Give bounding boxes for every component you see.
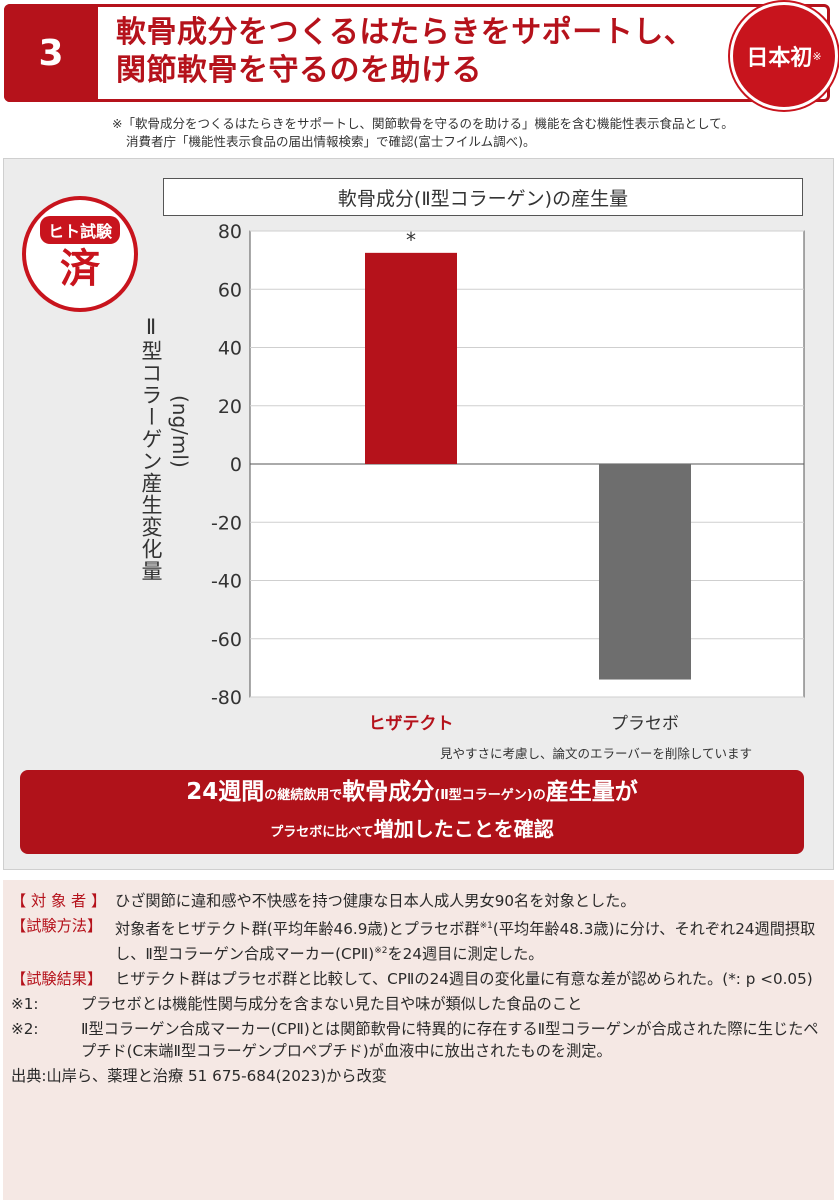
- japan-first-mark: ※: [812, 49, 822, 63]
- method-text-a: 対象者をヒザテクト群(平均年齢46.9歳)とプラセボ群: [115, 920, 480, 939]
- note1-label: ※1:: [11, 995, 39, 1014]
- result-banner: 24週間の継続飲用で軟骨成分(Ⅱ型コラーゲン)の産生量が プラセボに比べて増加し…: [20, 770, 804, 854]
- banner-collagen: (Ⅱ型コラーゲン): [434, 788, 533, 803]
- note1-text: プラセボとは機能性関与成分を含まない見た目や味が類似した食品のこと: [81, 995, 583, 1014]
- chart-footnote: 見やすさに考慮し、論文のエラーバーを削除しています: [440, 746, 753, 761]
- section-number: 3: [4, 4, 98, 102]
- japan-first-text: 日本初: [746, 46, 813, 71]
- section-title-line2: 関節軟骨を守るのを助ける: [116, 53, 482, 88]
- method-row: 【試験方法】 対象者をヒザテクト群(平均年齢46.9歳)とプラセボ群※1(平均年…: [11, 915, 828, 965]
- banner-weeks: 24週間: [186, 779, 265, 805]
- subject-row: 【 対 象 者 】 ひざ関節に違和感や不快感を持つ健康な日本人成人男女90名を対…: [11, 890, 828, 912]
- note2-row: ※2: Ⅱ型コラーゲン合成マーカー(CPⅡ)とは関節軟骨に特異的に存在するⅡ型コ…: [11, 1018, 828, 1062]
- y-axis-title: Ⅱ型コラーゲン産生変化量: [139, 315, 163, 582]
- result-label: 【試験結果】: [11, 970, 103, 989]
- chart-title: 軟骨成分(Ⅱ型コラーゲン)の産生量: [163, 178, 803, 216]
- y-axis-unit: (ng/ml): [168, 395, 192, 468]
- banner-production: 産生量が: [545, 779, 638, 805]
- banner-component: 軟骨成分: [342, 779, 435, 805]
- top-note: ※「軟骨成分をつくるはたらきをサポートし、関節軟骨を守るのを助ける」機能を含む機…: [112, 115, 832, 151]
- human-trial-badge: ヒト試験 済: [22, 196, 138, 312]
- method-text-b: (平均年齢48.3歳)に分け、それぞれ24週間摂取し、Ⅱ型コラーゲン合成マーカー…: [115, 920, 816, 964]
- section-title: 軟骨成分をつくるはたらきをサポートし、 関節軟骨を守るのを助ける: [116, 14, 736, 90]
- note1-row: ※1: プラセボとは機能性関与成分を含まない見た目や味が類似した食品のこと: [11, 993, 828, 1015]
- study-info: 【 対 象 者 】 ひざ関節に違和感や不快感を持つ健康な日本人成人男女90名を対…: [3, 880, 834, 1200]
- source-citation: 出典:山岸ら、薬理と治療 51 675-684(2023)から改変: [11, 1067, 387, 1086]
- header-frame: [4, 4, 830, 102]
- banner-confirmed: 増加したことを確認: [373, 817, 554, 841]
- method-sup2: ※2: [374, 946, 388, 957]
- banner-compare: プラセボに比べて: [270, 825, 374, 840]
- method-sup1: ※1: [479, 921, 493, 931]
- japan-first-badge: 日本初 ※: [730, 2, 838, 110]
- top-note-line2: 消費者庁「機能性表示食品の届出情報検索」で確認(富士フイルム調べ)。: [126, 134, 536, 149]
- human-trial-label: ヒト試験: [39, 216, 120, 244]
- banner-continuous: の継続飲用で: [264, 788, 343, 803]
- note2-text: Ⅱ型コラーゲン合成マーカー(CPⅡ)とは関節軟骨に特異的に存在するⅡ型コラーゲン…: [81, 1020, 819, 1061]
- subject-label: 【 対 象 者 】: [11, 892, 107, 910]
- result-row: 【試験結果】 ヒザテクト群はプラセボ群と比較して、CPⅡの24週目の変化量に有意…: [11, 968, 828, 990]
- banner-line1: 24週間の継続飲用で軟骨成分(Ⅱ型コラーゲン)の産生量が: [20, 775, 804, 813]
- human-trial-done: 済: [60, 246, 100, 292]
- top-note-line1: ※「軟骨成分をつくるはたらきをサポートし、関節軟骨を守るのを助ける」機能を含む機…: [112, 116, 734, 131]
- method-text: 対象者をヒザテクト群(平均年齢46.9歳)とプラセボ群※1(平均年齢48.3歳)…: [115, 915, 828, 965]
- banner-no: の: [532, 788, 546, 803]
- method-text-c: を24週目に測定した。: [387, 945, 544, 964]
- method-label: 【試験方法】: [11, 917, 103, 935]
- result-text: ヒザテクト群はプラセボ群と比較して、CPⅡの24週目の変化量に有意な差が認められ…: [115, 970, 813, 989]
- note2-label: ※2:: [11, 1020, 39, 1039]
- banner-line2: プラセボに比べて増加したことを確認: [20, 813, 804, 849]
- subject-text: ひざ関節に違和感や不快感を持つ健康な日本人成人男女90名を対象とした。: [115, 892, 636, 910]
- section-title-line1: 軟骨成分をつくるはたらきをサポートし、: [116, 15, 695, 50]
- header: 3 軟骨成分をつくるはたらきをサポートし、 関節軟骨を守るのを助ける 日本初 ※: [4, 2, 838, 110]
- y-axis-label: Ⅱ型コラーゲン産生変化量 (ng/ml): [122, 315, 212, 625]
